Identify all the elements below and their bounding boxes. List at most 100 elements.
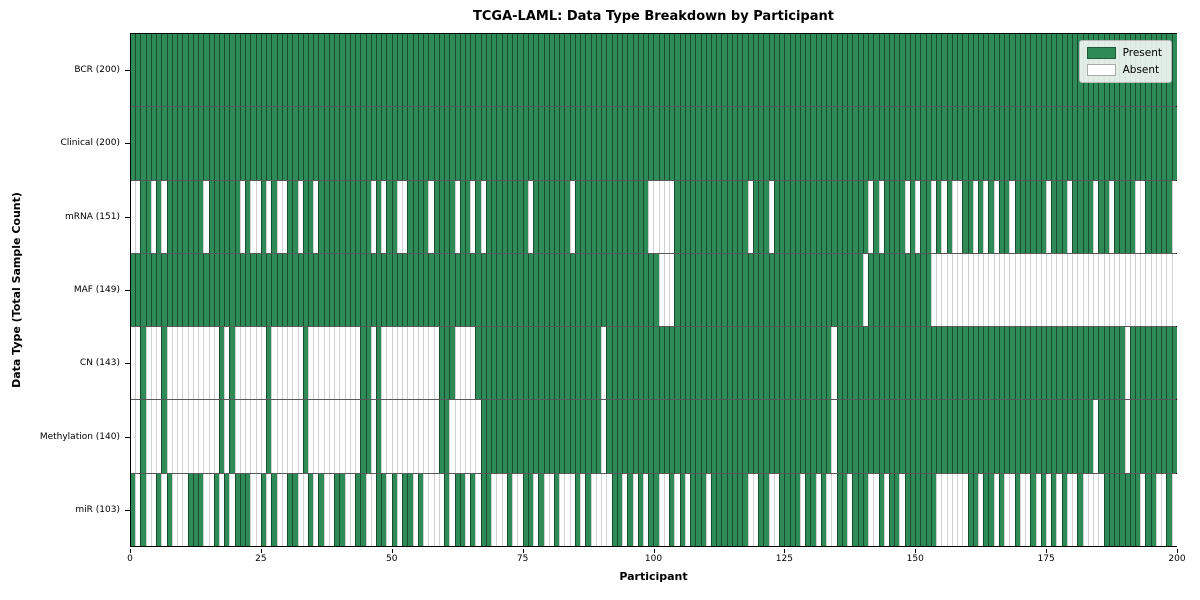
heatmap-cell [1009, 400, 1015, 473]
heatmap-cell [857, 180, 863, 253]
heatmap-cell [852, 400, 858, 473]
heatmap-row-BCR [131, 34, 1177, 107]
heatmap-cell [883, 107, 889, 180]
heatmap-cell [245, 400, 251, 473]
heatmap-cell [292, 34, 298, 107]
heatmap-cell [794, 400, 800, 473]
heatmap-cell [131, 34, 136, 107]
heatmap-cell [768, 180, 774, 253]
heatmap-cell [847, 180, 853, 253]
heatmap-cell [653, 107, 659, 180]
heatmap-cell [239, 34, 246, 107]
heatmap-cell [465, 34, 471, 107]
heatmap-cell [768, 34, 774, 107]
heatmap-cell [318, 473, 324, 546]
heatmap-cell [847, 107, 853, 180]
heatmap-cell [894, 253, 900, 327]
heatmap-cell [852, 180, 858, 253]
heatmap-cell [1082, 327, 1088, 400]
heatmap-cell [423, 473, 429, 546]
heatmap-cell [779, 473, 785, 546]
heatmap-cell [365, 253, 371, 327]
legend-item-absent: Absent [1086, 64, 1162, 76]
heatmap-cell [224, 253, 230, 327]
heatmap-cell [779, 327, 785, 400]
heatmap-cell [658, 34, 664, 107]
heatmap-cell [444, 253, 450, 327]
heatmap-cell [349, 253, 356, 327]
heatmap-cell [794, 180, 800, 253]
heatmap-cell [899, 107, 905, 180]
heatmap-cell [773, 473, 780, 546]
heatmap-cell [705, 180, 712, 253]
heatmap-cell [203, 327, 209, 400]
heatmap-cell [1025, 473, 1031, 546]
heatmap-cell [826, 253, 832, 327]
heatmap-cell [313, 253, 319, 327]
heatmap-cell [957, 327, 963, 400]
heatmap-cell [287, 180, 293, 253]
heatmap-cell [1155, 473, 1162, 546]
heatmap-cell [936, 253, 942, 327]
heatmap-cell [559, 400, 565, 473]
heatmap-cell [894, 327, 900, 400]
heatmap-cell [946, 107, 952, 180]
heatmap-cell [983, 180, 989, 253]
heatmap-cell [470, 327, 476, 400]
heatmap-cell [444, 400, 450, 473]
heatmap-cell [328, 180, 335, 253]
heatmap-cell [695, 473, 701, 546]
heatmap-cell [909, 34, 916, 107]
heatmap-cell [957, 473, 963, 546]
heatmap-cell [789, 253, 795, 327]
heatmap-cell [339, 107, 345, 180]
heatmap-cell [653, 473, 659, 546]
heatmap-cell [972, 34, 978, 107]
heatmap-cell [423, 180, 429, 253]
heatmap-cell [402, 180, 408, 253]
heatmap-cell [674, 473, 680, 546]
heatmap-cell [663, 400, 670, 473]
heatmap-cell [485, 34, 492, 107]
heatmap-cell [742, 34, 748, 107]
heatmap-cell [438, 34, 445, 107]
heatmap-cell [784, 180, 790, 253]
heatmap-cell [260, 400, 267, 473]
heatmap-cell [580, 107, 586, 180]
heatmap-cell [925, 253, 931, 327]
heatmap-cell [287, 473, 293, 546]
heatmap-cell [983, 327, 989, 400]
heatmap-cell [203, 253, 209, 327]
heatmap-cell [705, 253, 712, 327]
heatmap-cell [391, 107, 397, 180]
heatmap-cell [475, 107, 481, 180]
heatmap-cell [459, 473, 465, 546]
heatmap-cell [862, 107, 869, 180]
heatmap-cell [470, 180, 476, 253]
heatmap-cell [517, 107, 523, 180]
heatmap-cell [1030, 34, 1036, 107]
heatmap-cell [663, 327, 670, 400]
heatmap-cell [1035, 327, 1041, 400]
heatmap-cell [690, 107, 696, 180]
heatmap-cell [894, 473, 900, 546]
xtick-label-25: 25 [255, 554, 267, 564]
heatmap-row-Clinical [131, 106, 1177, 180]
heatmap-cell [711, 473, 717, 546]
heatmap-cell [538, 327, 544, 400]
heatmap-cell [1161, 400, 1167, 473]
heatmap-cell [307, 327, 314, 400]
heatmap-cell [171, 180, 178, 253]
heatmap-cell [800, 327, 806, 400]
heatmap-cell [412, 400, 418, 473]
heatmap-cell [904, 180, 910, 253]
heatmap-cell [145, 34, 151, 107]
heatmap-cell [1114, 327, 1120, 400]
heatmap-cell [852, 34, 858, 107]
heatmap-cell [627, 327, 633, 400]
heatmap-cell [1087, 327, 1094, 400]
heatmap-cell [459, 253, 465, 327]
heatmap-cell [852, 327, 858, 400]
heatmap-cell [632, 473, 638, 546]
heatmap-cell [1161, 473, 1167, 546]
